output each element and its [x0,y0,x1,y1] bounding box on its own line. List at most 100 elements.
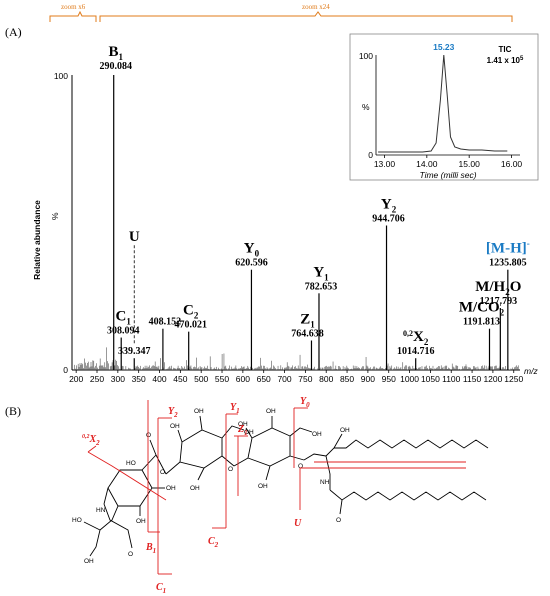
svg-text:O: O [336,517,341,524]
peak-name-308.094: C1 [116,309,132,327]
tic-y-label: % [362,102,370,112]
peak-value-1191.813: 1191.813 [463,317,500,328]
panel-b-label: (B) [5,404,21,418]
svg-text:OH: OH [136,518,146,525]
x-tick-label: 1100 [442,374,461,384]
svg-text:HN: HN [96,507,106,514]
peak-name-1191.813: M/CO2 [459,300,505,318]
fragment-label-y2: Y2 [168,406,178,419]
x-axis-label: m/z [524,366,538,376]
svg-text:OH: OH [238,421,248,428]
x-tick-label: 1150 [463,374,482,384]
fragment-label-c2: C2 [208,536,219,549]
svg-text:O: O [228,466,233,473]
fragment-label-b1: B1 [145,542,156,555]
svg-text:OH: OH [166,485,176,492]
peak-name-1235.805: [M-H]- [486,239,530,257]
peak-value-408.152: 408.152 [149,317,182,328]
x-tick-label: 550 [215,374,229,384]
peak-value-944.706: 944.706 [372,213,405,224]
x-tick-label: 300 [111,374,125,384]
svg-text:NH: NH [320,479,330,486]
x-tick-label: 950 [382,374,396,384]
tic-y-tick-100: 100 [359,51,373,61]
svg-text:OH: OH [266,408,276,415]
svg-text:HO: HO [72,517,82,524]
tic-trace [378,54,508,153]
x-tick-label: 800 [319,374,333,384]
x-tick-label: 1200 [483,374,502,384]
peak-value-290.084: 290.084 [99,61,132,72]
tic-x-tick-label: 16.00 [501,159,523,169]
peak-name-764.638: Z1 [300,312,315,330]
peak-name-620.596: Y0 [244,241,260,259]
peak-value-764.638: 764.638 [291,329,324,340]
peak-name-782.653: Y1 [313,264,329,282]
svg-text:O: O [146,432,151,439]
peak-value-620.596: 620.596 [235,258,268,269]
peak-value-470.021: 470.021 [174,320,207,331]
fragment-label-c1: C1 [156,582,166,595]
x-tick-label: 250 [90,374,104,384]
tic-label: TIC [499,45,512,54]
spectrum: 100 0% Relative abundance m/z 200 250 300 350 40… [32,44,538,384]
x-tick-label: 200 [69,374,83,384]
svg-text:OH: OH [84,558,94,565]
peak-name-1217.793: M/H2O [475,279,521,297]
peak-name-339.347: U [129,229,140,245]
peak-value-1217.793: 1217.793 [480,296,518,307]
fragment-label-y1: Y1 [230,402,240,415]
peak-value-1235.805: 1235.805 [489,258,527,269]
zoom-braces [49,10,513,22]
y-tick-100: 100 [54,71,68,81]
peak-value-782.653: 782.653 [305,281,338,292]
tic-y-tick-0: 0 [368,150,373,160]
svg-text:OH: OH [194,408,204,415]
panel-a-label: (A) [5,25,22,39]
y-axis-label: Relative abundance [32,200,42,280]
tic-inset: 100 0% 13.00 14.00 15.00 16.00 Time (milli sec… [359,42,524,180]
y-mid-label: % [50,212,60,220]
fragment-label-u: U [294,518,302,529]
fragment-labels: Y2 Y1 Z1 Y0 0,2X2 B1 C1 C2 U [82,396,310,595]
tic-value: 1.41 x 105 [487,56,524,65]
y-tick-0: 0 [63,365,68,375]
x-tick-label: 400 [152,374,166,384]
peak-name-470.021: C2 [183,303,199,321]
structure-atoms: HO O OH O HO OH OH HN O OH OH OH OH O OH… [72,408,350,565]
x-tick-label: 850 [340,374,354,384]
x-tick-label: 600 [236,374,250,384]
peak-value-308.094: 308.094 [107,326,140,337]
x-tick-label: 750 [298,374,312,384]
x-tick-label: 900 [361,374,375,384]
x-tick-label: 500 [194,374,208,384]
fragment-label-y0: Y0 [300,396,310,409]
svg-text:OH: OH [258,483,268,490]
peak-name-944.706: Y2 [381,196,397,214]
x-tick-label: 1050 [421,374,440,384]
x-tick-label: 450 [173,374,187,384]
glycolipid-structure [83,415,489,557]
svg-text:OH: OH [170,423,180,430]
x-tick-label: 1250 [504,374,523,384]
svg-text:OH: OH [190,485,200,492]
fragment-cleavage-lines [87,400,466,575]
svg-text:OH: OH [312,431,322,438]
fragment-label-x2: 0,2X2 [82,434,100,447]
x-tick-label: 350 [132,374,146,384]
svg-text:O: O [128,551,133,558]
peak-value-339.347: 339.347 [118,346,151,357]
tic-x-tick-label: 13.00 [374,159,396,169]
svg-text:HO: HO [126,460,136,467]
peak-value-1014.716: 1014.716 [397,346,435,357]
svg-text:O: O [298,463,303,470]
baseline-noise [74,347,519,370]
fragment-label-z1: Z1 [237,424,248,437]
peak-name-1014.716: 0,2X2 [403,329,429,347]
svg-text:OH: OH [244,429,254,436]
peak-name-290.084: B1 [108,44,123,62]
zoom-x24-label: zoom x24 [302,3,330,11]
x-tick-label: 700 [277,374,291,384]
